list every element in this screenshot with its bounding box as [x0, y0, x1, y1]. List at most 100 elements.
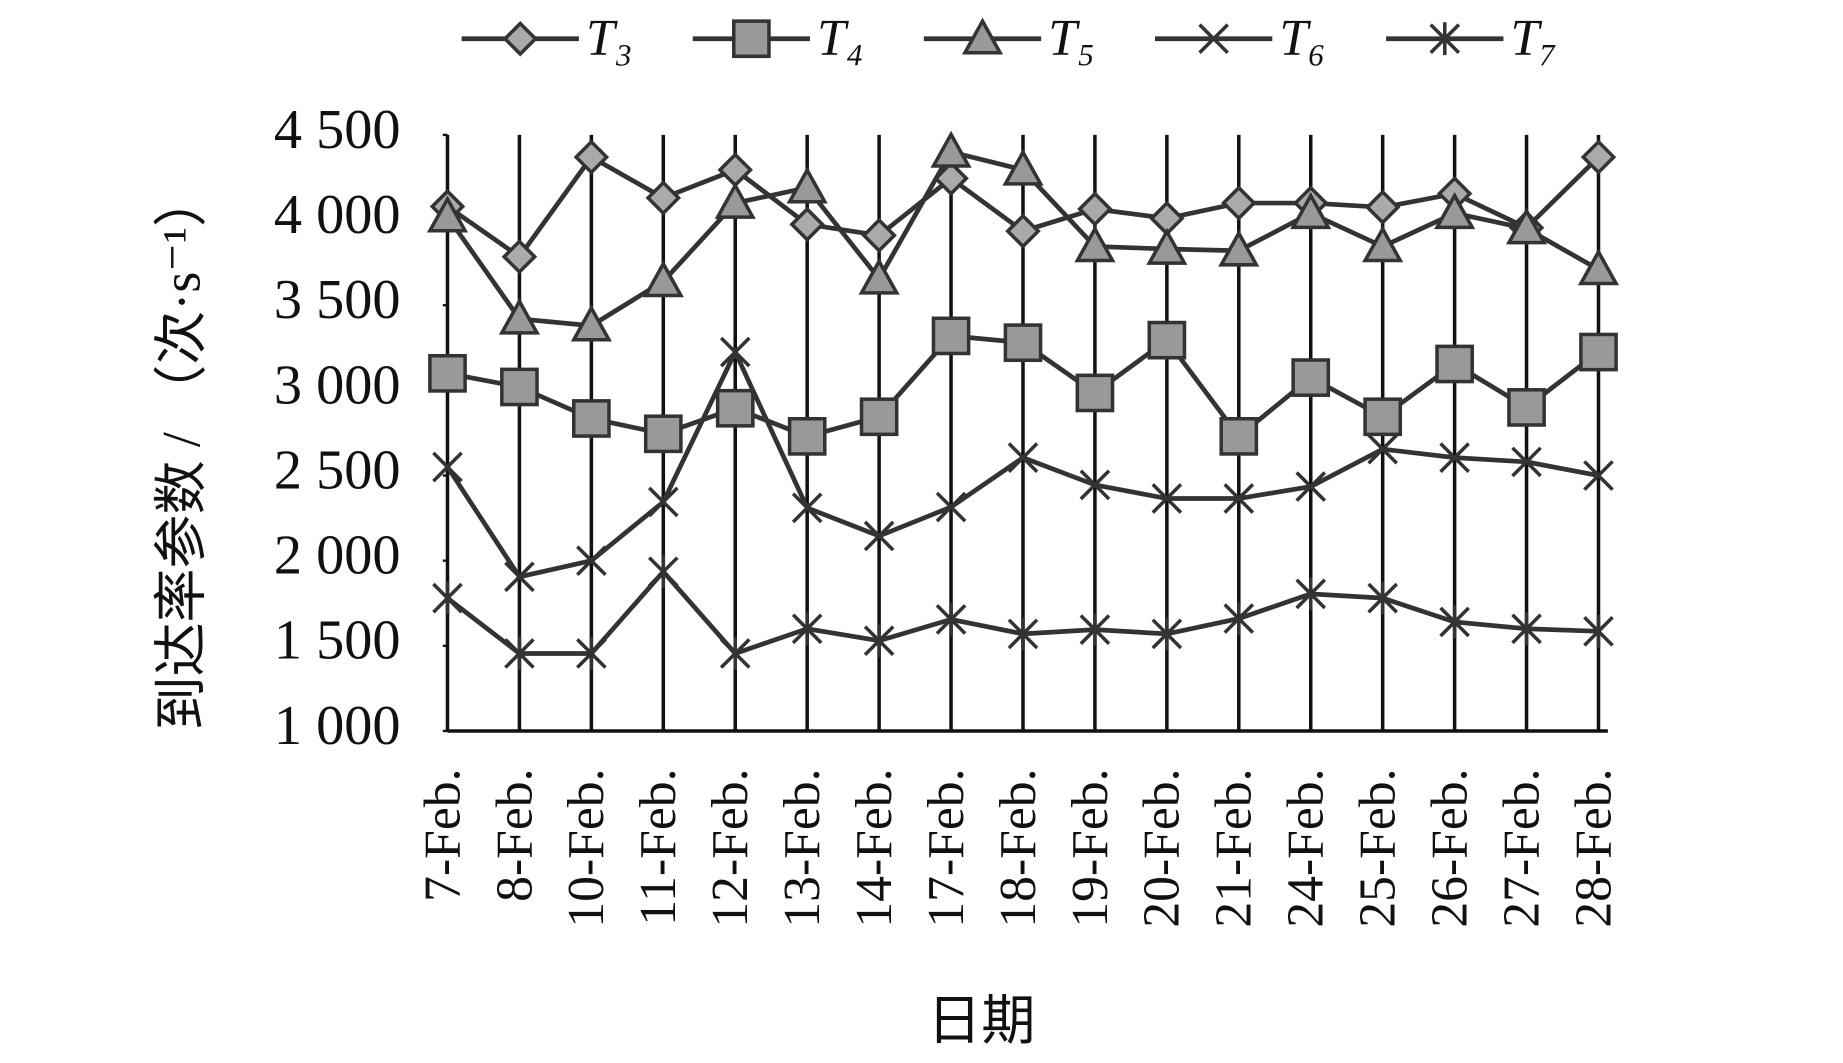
y-axis-label: 到达率参数 / （次·s⁻¹） — [151, 173, 211, 730]
marker — [714, 181, 756, 219]
x-tick-label: 24-Feb. — [1278, 769, 1335, 928]
legend-label: T₅ — [1048, 10, 1095, 67]
marker — [642, 260, 684, 298]
marker — [931, 316, 971, 356]
x-tick-label: 18-Feb. — [990, 769, 1047, 928]
x-tick-label: 13-Feb. — [774, 769, 831, 928]
marker — [961, 17, 1004, 55]
marker — [1223, 483, 1255, 514]
marker — [573, 139, 610, 175]
marker — [1367, 433, 1398, 465]
marker — [1435, 344, 1474, 384]
marker — [1511, 612, 1542, 646]
marker — [1002, 148, 1044, 186]
x-tick-label: 11-Feb. — [630, 769, 687, 926]
y-tick-label: 3 500 — [274, 269, 401, 331]
marker — [858, 257, 900, 295]
marker — [863, 624, 895, 658]
marker — [863, 520, 895, 552]
marker — [498, 297, 541, 335]
marker — [1291, 358, 1331, 397]
marker — [504, 637, 535, 670]
y-tick-label: 1 000 — [274, 695, 401, 757]
marker — [1151, 617, 1183, 651]
marker — [1580, 139, 1617, 175]
marker — [432, 581, 463, 615]
marker — [572, 399, 611, 438]
marker — [576, 637, 607, 670]
legend-label: T₇ — [1510, 10, 1557, 67]
marker — [570, 304, 612, 342]
marker — [1223, 602, 1255, 635]
marker — [501, 238, 538, 275]
marker — [1367, 581, 1398, 615]
marker — [1439, 605, 1470, 639]
y-tick-label: 1 500 — [274, 610, 401, 672]
marker — [1434, 192, 1476, 230]
marker — [935, 602, 967, 636]
marker — [645, 180, 682, 216]
marker — [1505, 207, 1548, 245]
marker — [1005, 213, 1041, 249]
x-axis-label: 日期 — [927, 991, 1035, 1051]
marker — [1295, 577, 1327, 611]
y-tick-label: 4 500 — [274, 99, 401, 161]
x-tick-label: 14-Feb. — [846, 769, 903, 928]
y-tick-label: 2 000 — [274, 525, 401, 587]
marker — [719, 336, 751, 368]
marker — [1146, 227, 1188, 265]
marker — [789, 206, 825, 243]
marker — [1147, 320, 1187, 360]
marker — [432, 451, 463, 483]
marker — [1007, 617, 1039, 651]
x-tick-label: 7-Feb. — [414, 769, 471, 902]
marker — [500, 367, 539, 407]
marker — [1075, 373, 1115, 413]
marker — [715, 388, 755, 428]
x-tick-label: 10-Feb. — [558, 769, 615, 928]
marker — [1290, 192, 1332, 230]
marker — [1577, 248, 1620, 286]
marker — [791, 492, 823, 524]
marker — [1295, 471, 1327, 502]
x-tick-label: 28-Feb. — [1565, 769, 1622, 928]
marker — [502, 20, 538, 57]
marker — [1079, 613, 1111, 647]
marker — [1003, 323, 1043, 363]
x-tick-label: 20-Feb. — [1134, 769, 1191, 928]
marker — [1007, 442, 1039, 473]
marker — [1198, 23, 1229, 55]
marker — [732, 19, 771, 59]
legend-label: T₃ — [586, 10, 633, 67]
marker — [1583, 460, 1614, 491]
marker — [1583, 614, 1614, 648]
marker — [647, 555, 679, 589]
y-tick-label: 3 000 — [274, 354, 401, 416]
marker — [1507, 388, 1546, 427]
x-tick-label: 17-Feb. — [918, 769, 975, 928]
marker — [1362, 225, 1404, 263]
marker — [1219, 416, 1259, 456]
marker — [576, 545, 607, 576]
marker — [935, 491, 967, 523]
x-tick-label: 25-Feb. — [1350, 769, 1407, 928]
marker — [1364, 189, 1401, 226]
y-tick-label: 4 000 — [274, 184, 401, 246]
marker — [1077, 191, 1113, 227]
x-tick-label: 27-Feb. — [1493, 769, 1550, 928]
x-tick-label: 21-Feb. — [1206, 769, 1263, 928]
marker — [786, 166, 828, 204]
marker — [1363, 397, 1403, 437]
marker — [1429, 22, 1461, 56]
marker — [426, 195, 469, 233]
marker — [861, 217, 897, 254]
marker — [1074, 225, 1116, 263]
marker — [504, 561, 535, 593]
legend-label: T₆ — [1279, 10, 1326, 67]
marker — [1221, 185, 1257, 221]
marker — [643, 414, 683, 454]
marker — [1151, 483, 1183, 514]
marker — [1579, 332, 1618, 372]
legend-label: T₄ — [817, 10, 864, 67]
